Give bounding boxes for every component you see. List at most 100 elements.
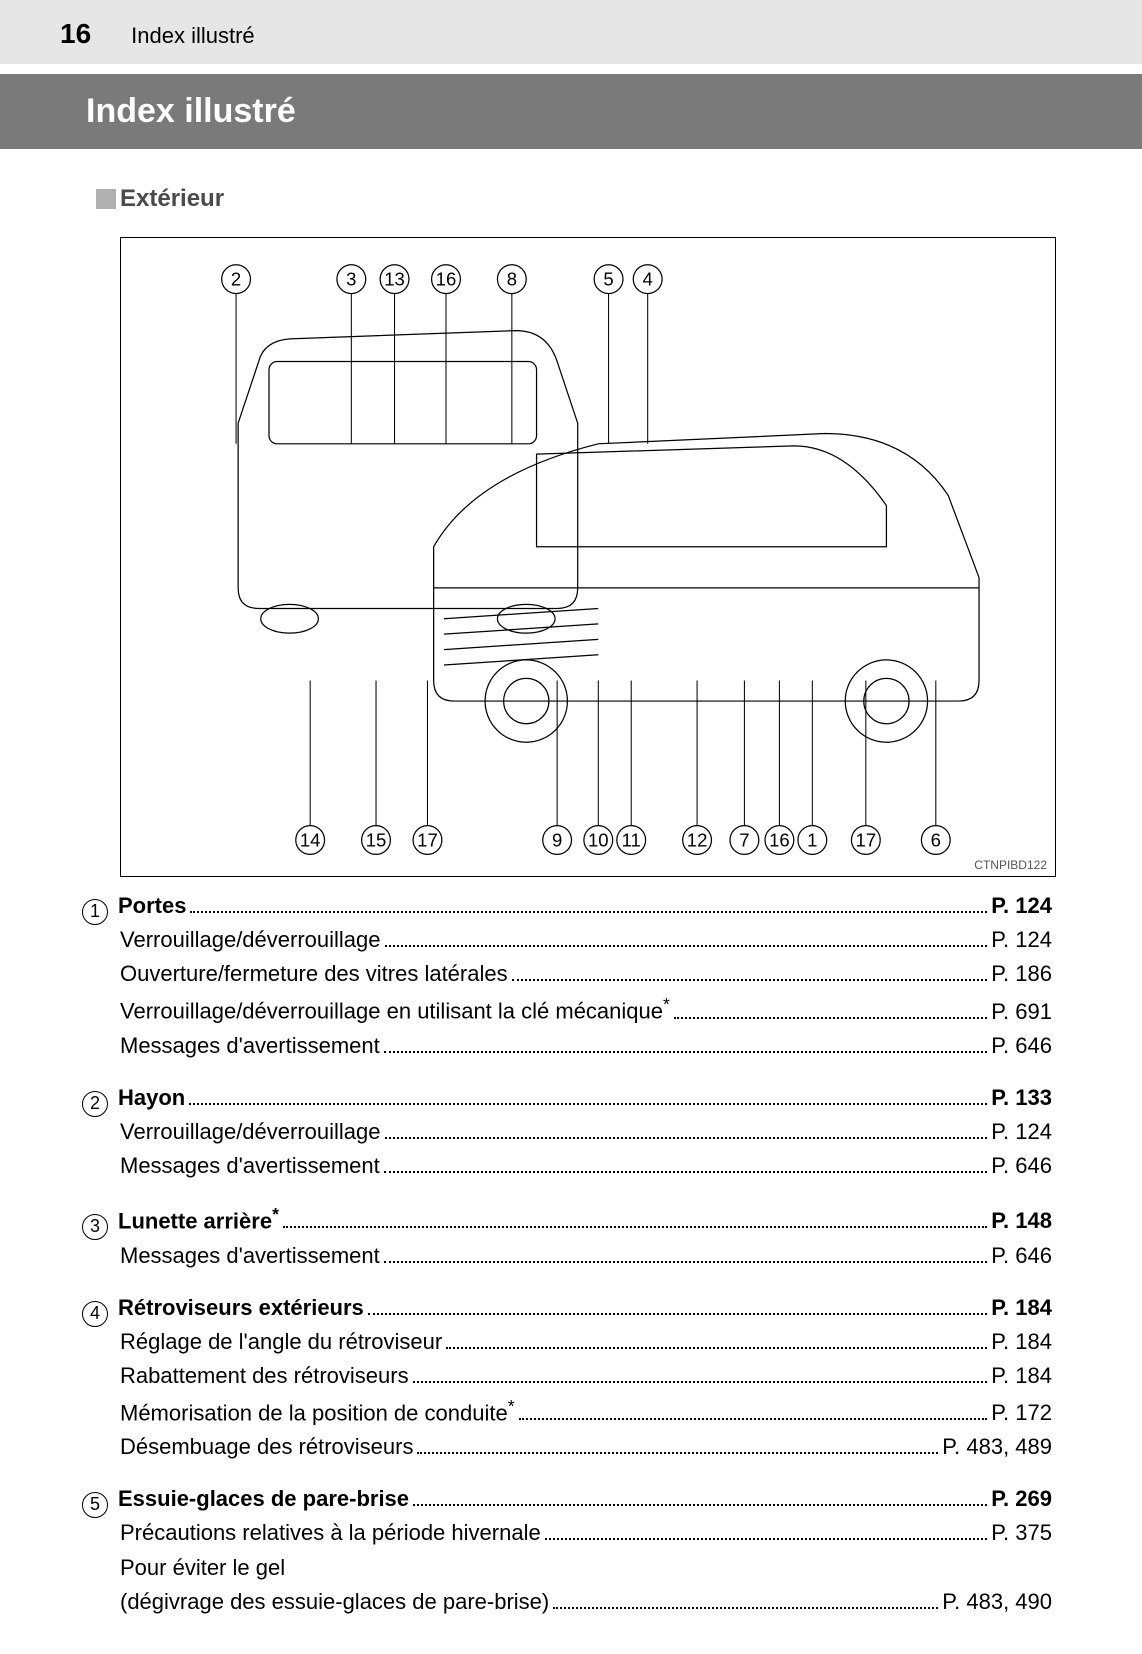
leader-dots [553,1587,938,1609]
callout-15: 15 [362,680,391,854]
callout-17: 17 [851,680,880,854]
entry-sublabel: Précautions relatives à la période hiver… [120,1516,541,1550]
entry-marker: 3 [82,1214,108,1240]
leader-dots [385,1117,988,1139]
svg-text:9: 9 [552,829,562,850]
header-running-title: Index illustré [131,23,255,49]
entry-page: P. 269 [991,1482,1052,1516]
entry-sublabel: Réglage de l'angle du rétroviseur [120,1325,442,1359]
svg-text:17: 17 [856,829,877,850]
svg-text:3: 3 [346,269,356,290]
index-entry: 4Rétroviseurs extérieursP. 184Réglage de… [120,1291,1052,1465]
callout-10: 10 [584,680,613,854]
entry-title: Essuie-glaces de pare-brise [118,1482,409,1516]
svg-text:11: 11 [622,829,641,850]
callout-16: 16 [765,680,794,854]
illustration-code: CTNPIBD122 [974,858,1047,872]
entry-sublabel: Ouverture/fermeture des vitres latérales [120,957,508,991]
leader-dots [189,1083,987,1105]
entry-page: P. 184 [991,1291,1052,1325]
entry-subpage: P. 124 [991,1115,1052,1149]
index-entry: 2HayonP. 133Verrouillage/déverrouillageP… [120,1081,1052,1183]
leader-dots [417,1432,938,1454]
svg-text:1: 1 [807,829,817,850]
vehicle-diagram: 2 3 13 16 8 54 14 15 17 9 10 11 12 7 16 1 17 6 CTNPIBD12… [120,237,1056,877]
entry-subpage: P. 124 [991,923,1052,957]
section-label-text: Extérieur [120,185,224,213]
entry-sublabel: Mémorisation de la position de conduite* [120,1393,515,1430]
index-entry: 3Lunette arrière*P. 148Messages d'averti… [120,1201,1052,1273]
entry-subpage: P. 375 [991,1516,1052,1550]
page-header: 16 Index illustré [0,0,1142,64]
entry-marker: 5 [82,1492,108,1518]
entry-sublabel: Messages d'avertissement [120,1149,380,1183]
entry-subpage: P. 646 [991,1149,1052,1183]
entry-sublabel: Verrouillage/déverrouillage [120,923,381,957]
entry-sublabel: (dégivrage des essuie-glaces de pare-bri… [120,1585,549,1619]
svg-text:13: 13 [384,269,405,290]
svg-text:12: 12 [687,829,708,850]
leader-dots [512,959,988,981]
entry-sublabel: Verrouillage/déverrouillage [120,1115,381,1149]
entry-title: Rétroviseurs extérieurs [118,1291,364,1325]
leader-dots [283,1206,987,1228]
callout-17: 17 [413,680,442,854]
leader-dots [190,891,987,913]
entry-subpage: P. 186 [991,957,1052,991]
leader-dots [384,1031,987,1053]
callout-12: 12 [683,680,712,854]
entry-title: Portes [118,889,186,923]
entry-sublabel: Désembuage des rétroviseurs [120,1430,413,1464]
entry-sublabel: Messages d'avertissement [120,1029,380,1063]
leader-dots [385,925,988,947]
entry-subpage: P. 184 [991,1359,1052,1393]
entry-marker: 4 [82,1301,108,1327]
entry-sublabel: Rabattement des rétroviseurs [120,1359,409,1393]
section-label: Extérieur [96,185,1142,213]
index-entry: 5Essuie-glaces de pare-briseP. 269Précau… [120,1482,1052,1618]
entry-page: P. 133 [991,1081,1052,1115]
leader-dots [384,1241,987,1263]
section-square-icon [96,189,116,209]
svg-text:2: 2 [231,269,241,290]
index-list: 1PortesP. 124Verrouillage/déverrouillage… [120,889,1052,1619]
leader-dots [446,1327,987,1349]
svg-text:15: 15 [366,829,387,850]
leader-dots [368,1293,987,1315]
entry-subpage: P. 483, 489 [942,1430,1052,1464]
svg-text:8: 8 [507,269,517,290]
entry-subpage: P. 646 [991,1029,1052,1063]
callout-8: 8 [497,265,526,444]
entry-subpage: P. 691 [991,995,1052,1029]
entry-marker: 1 [82,899,108,925]
entry-title: Lunette arrière* [118,1201,279,1238]
callout-14: 14 [296,680,325,854]
entry-subline: Pour éviter le gel [120,1551,1052,1585]
entry-page: P. 124 [991,889,1052,923]
callout-13: 13 [380,265,409,444]
entry-title: Hayon [118,1081,185,1115]
svg-text:16: 16 [436,269,457,290]
entry-page: P. 148 [991,1204,1052,1238]
callout-7: 7 [730,680,759,854]
svg-text:14: 14 [300,829,321,850]
entry-subpage: P. 172 [991,1396,1052,1430]
entry-sublabel: Messages d'avertissement [120,1239,380,1273]
callout-5: 5 [594,265,623,444]
svg-text:17: 17 [417,829,438,850]
callout-1: 1 [798,680,827,854]
vehicle-diagram-svg: 2 3 13 16 8 54 14 15 17 9 10 11 12 7 16 1 17 6 [121,238,1055,876]
page-number: 16 [60,18,91,50]
entry-sublabel: Verrouillage/déverrouillage en utilisant… [120,991,670,1028]
callout-6: 6 [921,680,950,854]
callout-4: 4 [633,265,662,444]
leader-dots [519,1398,988,1420]
entry-subpage: P. 184 [991,1325,1052,1359]
leader-dots [545,1518,988,1540]
callout-3: 3 [337,265,366,444]
callout-11: 11 [617,680,646,854]
svg-text:6: 6 [931,829,941,850]
svg-text:16: 16 [769,829,790,850]
title-bar: Index illustré [0,74,1142,149]
svg-text:7: 7 [739,829,749,850]
